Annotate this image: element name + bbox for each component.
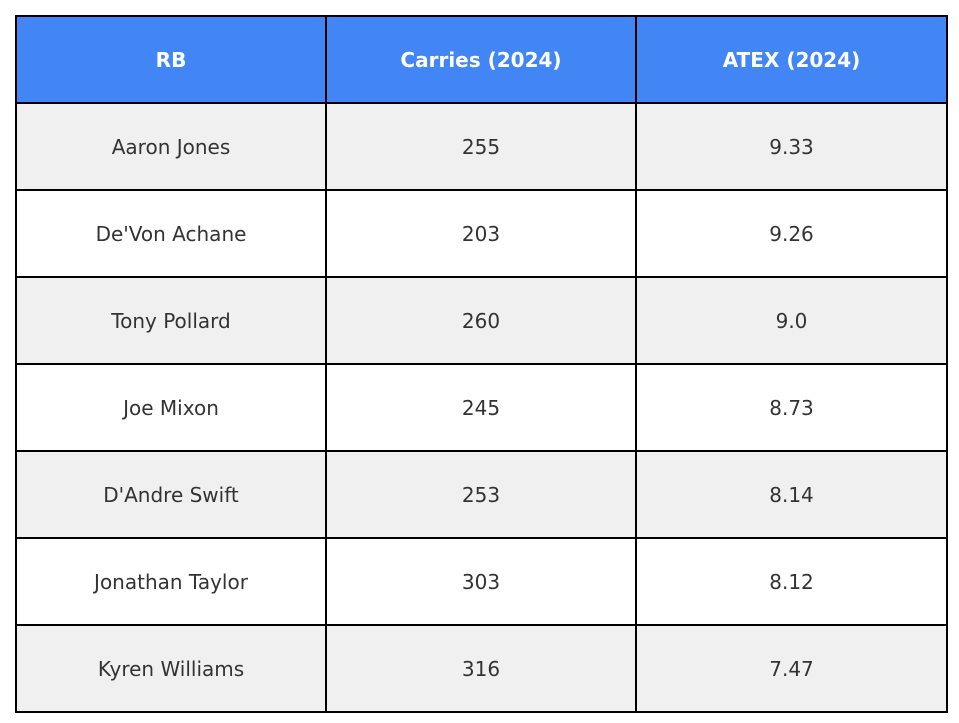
- table-cell-rb: Aaron Jones: [15, 102, 327, 191]
- table-cell-rb: Tony Pollard: [15, 276, 327, 365]
- column-header: Carries (2024): [325, 15, 637, 104]
- table-cell-carries: 260: [325, 276, 637, 365]
- table-cell-atex: 8.73: [635, 363, 948, 452]
- table-row: Aaron Jones 255 9.33: [15, 102, 948, 191]
- table-cell-carries: 303: [325, 537, 637, 626]
- table-header-row: RB Carries (2024) ATEX (2024): [15, 15, 948, 104]
- table-cell-atex: 7.47: [635, 624, 948, 713]
- column-header: ATEX (2024): [635, 15, 948, 104]
- table-cell-carries: 245: [325, 363, 637, 452]
- table-cell-atex: 8.14: [635, 450, 948, 539]
- table-cell-atex: 9.33: [635, 102, 948, 191]
- table-row: D'Andre Swift 253 8.14: [15, 450, 948, 539]
- table-cell-carries: 255: [325, 102, 637, 191]
- table-cell-atex: 8.12: [635, 537, 948, 626]
- table-cell-rb: D'Andre Swift: [15, 450, 327, 539]
- table-row: Jonathan Taylor 303 8.12: [15, 537, 948, 626]
- rb-stats-table: RB Carries (2024) ATEX (2024) Aaron Jone…: [15, 15, 948, 713]
- table-row: Tony Pollard 260 9.0: [15, 276, 948, 365]
- table-row: De'Von Achane 203 9.26: [15, 189, 948, 278]
- table-cell-carries: 203: [325, 189, 637, 278]
- table-cell-rb: Jonathan Taylor: [15, 537, 327, 626]
- table-cell-carries: 316: [325, 624, 637, 713]
- table-cell-rb: De'Von Achane: [15, 189, 327, 278]
- table-row: Joe Mixon 245 8.73: [15, 363, 948, 452]
- table-cell-rb: Joe Mixon: [15, 363, 327, 452]
- table-cell-rb: Kyren Williams: [15, 624, 327, 713]
- table-cell-atex: 9.26: [635, 189, 948, 278]
- column-header: RB: [15, 15, 327, 104]
- table-cell-carries: 253: [325, 450, 637, 539]
- table-row: Kyren Williams 316 7.47: [15, 624, 948, 713]
- table-cell-atex: 9.0: [635, 276, 948, 365]
